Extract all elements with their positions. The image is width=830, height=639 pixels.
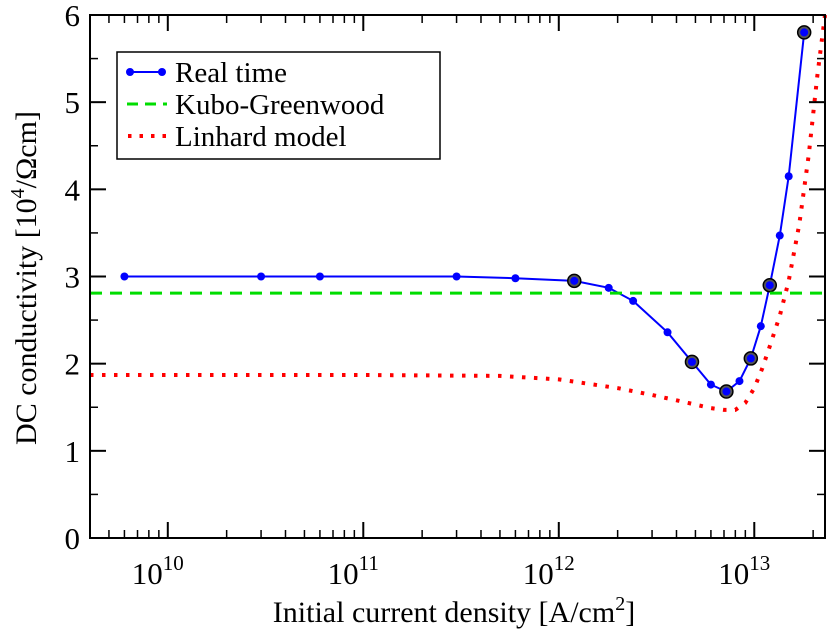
y-tick-label: 2 [65, 347, 81, 382]
y-axis-title: DC conductivity [104/Ωcm] [7, 111, 43, 445]
x-tick-label: 1011 [328, 551, 379, 591]
x-axis-title-main: Initial current density [A/cm [273, 596, 615, 629]
y-tick-label: 5 [65, 85, 81, 120]
data-point [257, 272, 266, 281]
data-point [756, 322, 765, 331]
y-tick-label: 6 [65, 0, 81, 33]
data-point [735, 377, 744, 386]
y-tick-label: 4 [65, 172, 81, 207]
legend: Real time Kubo-Greenwood Linhard model [116, 51, 441, 160]
y-axis-title-sup: 4 [7, 188, 29, 198]
y-axis-title-tail: /Ωcm] [10, 111, 43, 188]
data-point [775, 231, 784, 240]
legend-marker-real-time [158, 68, 166, 76]
x-axis-title: Initial current density [A/cm2] [273, 593, 635, 629]
series-line-linhard-model [90, 14, 827, 412]
y-axis-title-main: DC conductivity [10 [10, 198, 43, 445]
data-point [663, 328, 672, 337]
legend-label-real-time: Real time [175, 57, 287, 89]
legend-marker-real-time [126, 68, 134, 76]
y-tick-label: 0 [65, 521, 81, 556]
x-tick-label: 1012 [523, 551, 575, 591]
data-point [722, 387, 731, 396]
data-point [765, 281, 774, 290]
x-axis-title-tail: ] [625, 596, 635, 629]
x-tick-label: 1013 [718, 551, 770, 591]
data-point [784, 172, 793, 181]
data-point [452, 272, 461, 281]
data-point [604, 283, 613, 292]
legend-label-kubo-greenwood: Kubo-Greenwood [175, 89, 385, 121]
y-tick-label: 1 [65, 434, 81, 469]
data-point [570, 276, 579, 285]
data-point [706, 380, 715, 389]
data-point [800, 28, 809, 37]
x-tick-label: 1010 [132, 551, 184, 591]
legend-label-linhard-model: Linhard model [175, 121, 347, 153]
data-point [315, 272, 324, 281]
data-point [687, 357, 696, 366]
data-point [511, 274, 520, 283]
data-point [629, 296, 638, 305]
y-tick-label: 3 [65, 260, 81, 295]
data-point [746, 354, 755, 363]
x-axis-title-sup: 2 [615, 593, 625, 615]
data-point [120, 272, 129, 281]
legend-box [116, 51, 441, 160]
